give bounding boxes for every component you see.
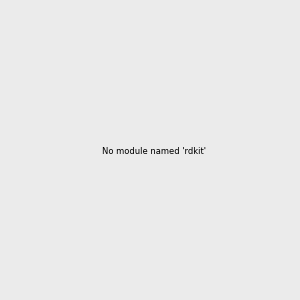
Text: No module named 'rdkit': No module named 'rdkit' (102, 147, 206, 156)
